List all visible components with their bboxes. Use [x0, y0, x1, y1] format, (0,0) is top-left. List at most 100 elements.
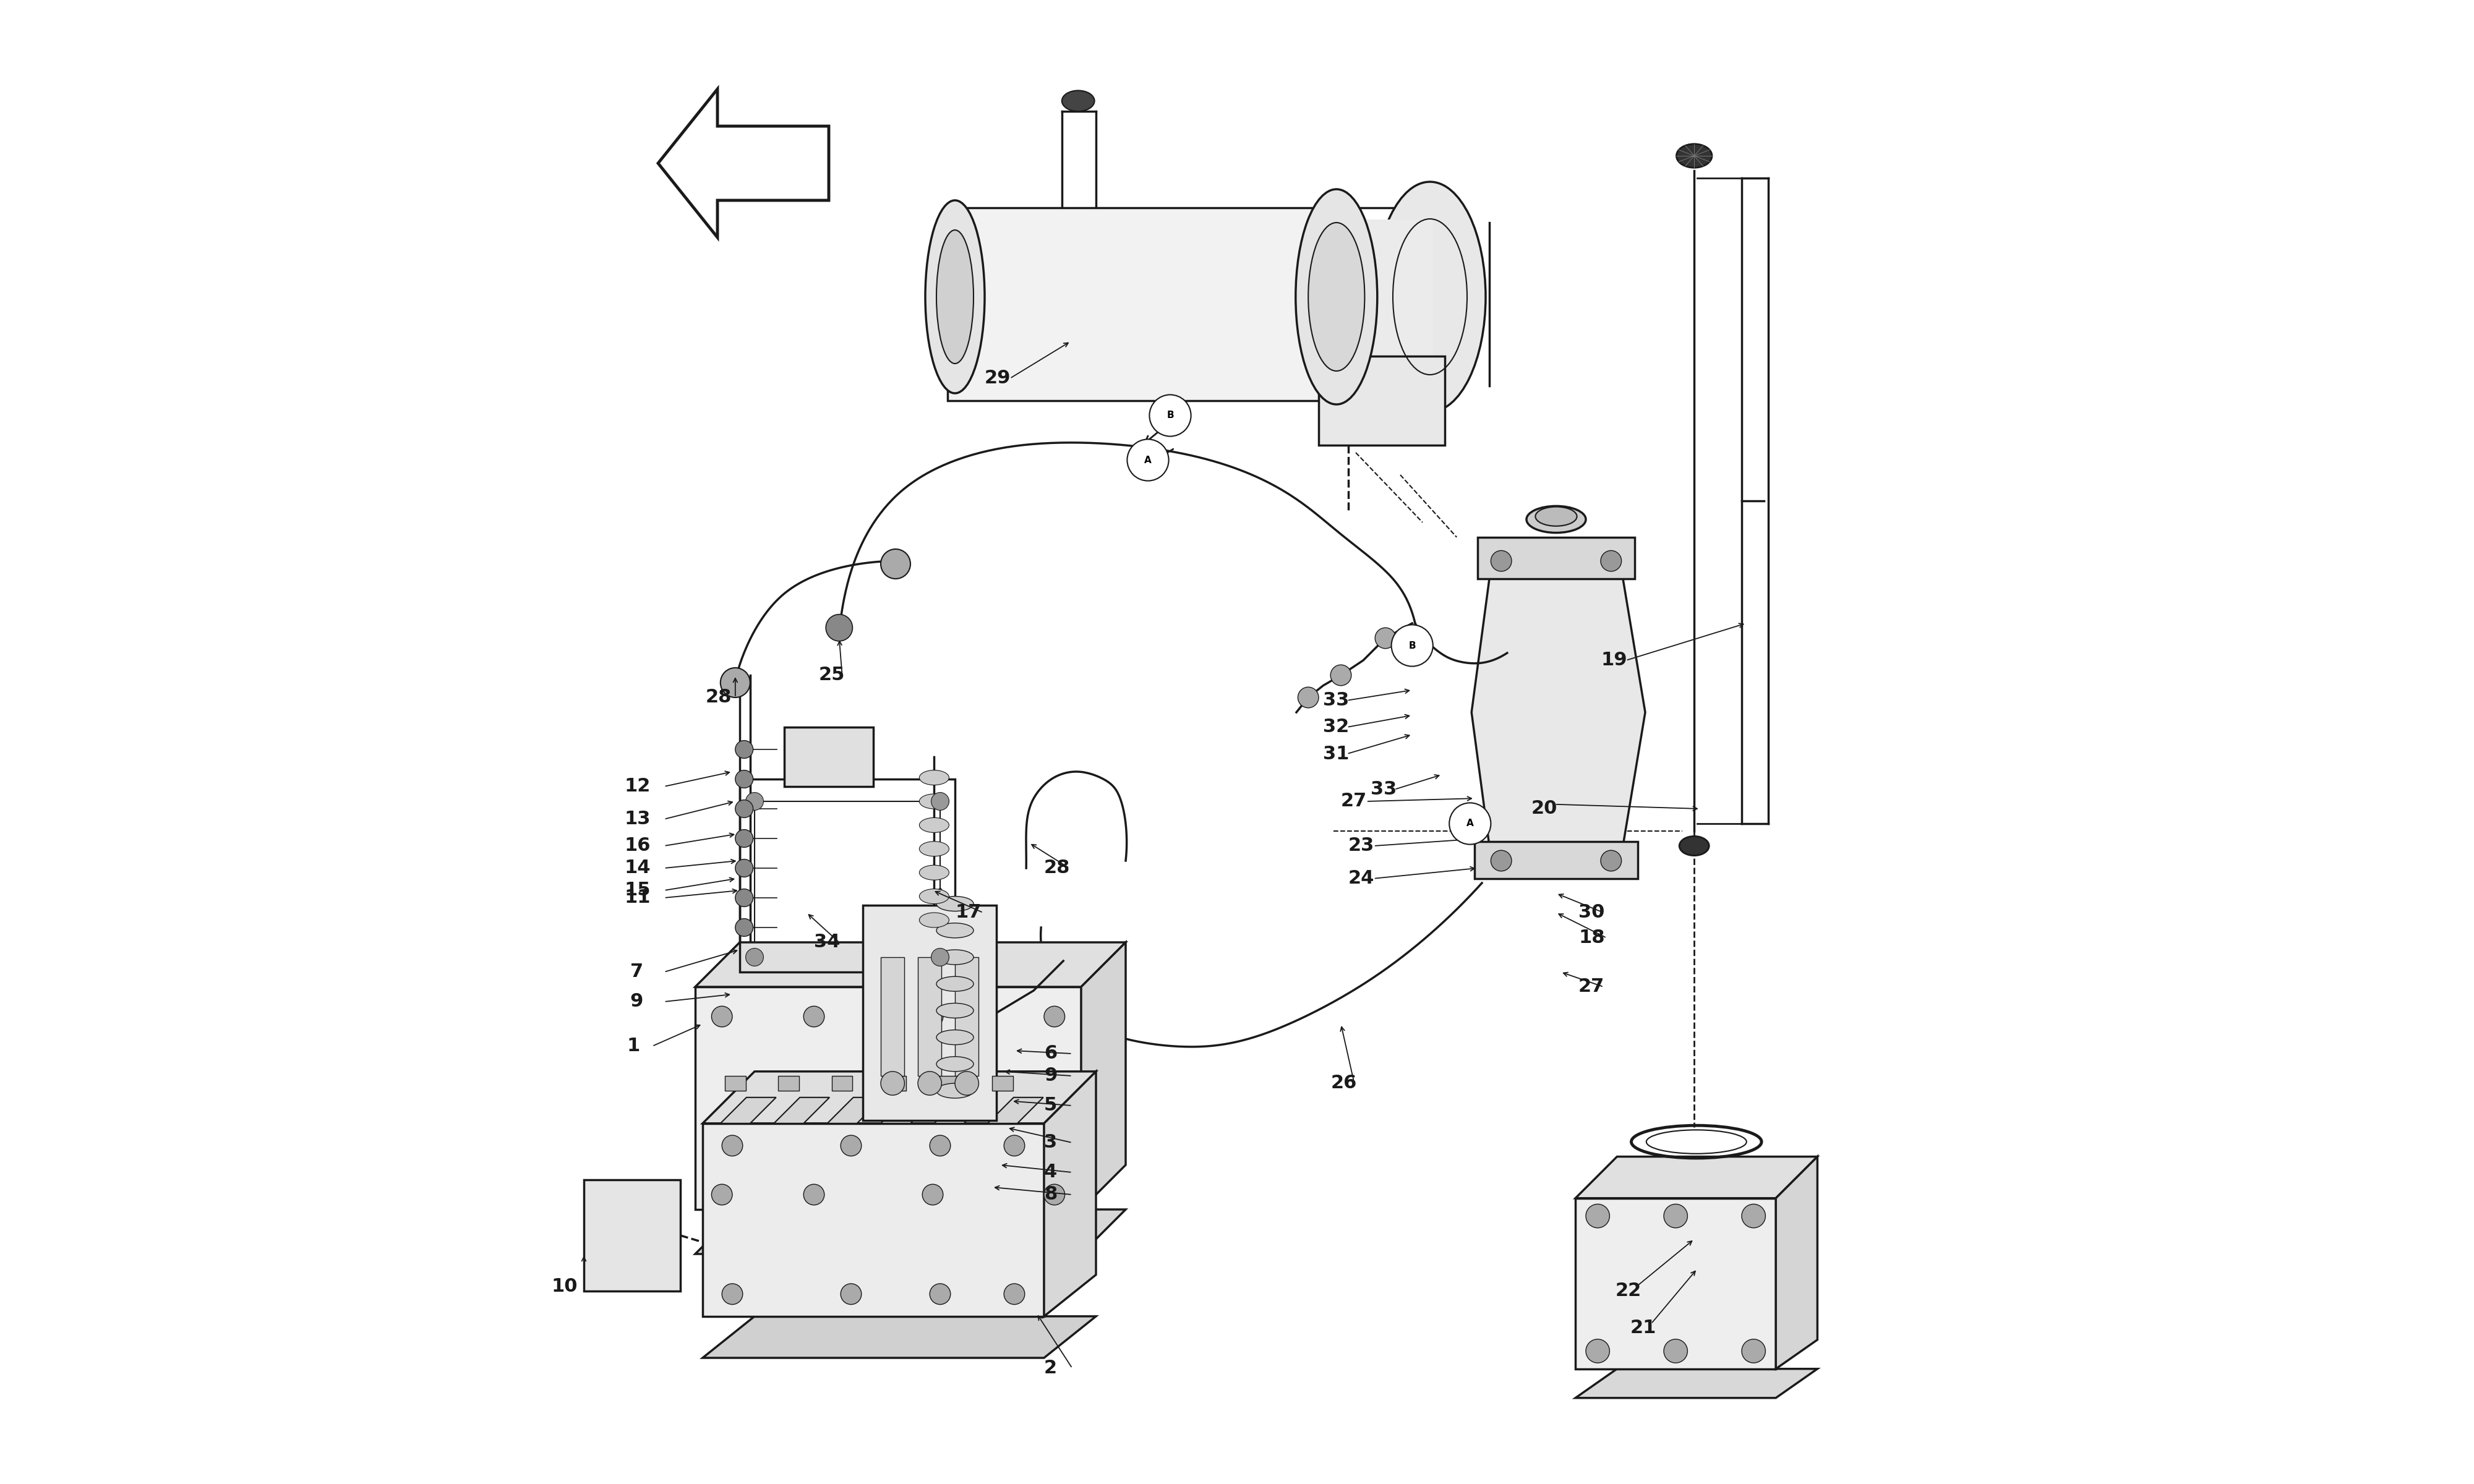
- Polygon shape: [703, 1123, 1044, 1316]
- Circle shape: [713, 1006, 732, 1027]
- Circle shape: [930, 1284, 950, 1304]
- Polygon shape: [1576, 1156, 1818, 1198]
- Circle shape: [1390, 625, 1432, 666]
- Circle shape: [1492, 551, 1512, 571]
- Circle shape: [1663, 1204, 1687, 1227]
- Ellipse shape: [1309, 223, 1366, 371]
- Ellipse shape: [935, 1057, 975, 1071]
- Bar: [755, 801, 940, 942]
- Ellipse shape: [920, 794, 950, 809]
- Circle shape: [735, 770, 752, 788]
- Text: 16: 16: [623, 837, 651, 855]
- Bar: [881, 957, 905, 1076]
- Polygon shape: [1576, 1368, 1818, 1398]
- Polygon shape: [826, 1098, 883, 1123]
- Circle shape: [1586, 1339, 1611, 1362]
- Bar: [831, 1076, 854, 1091]
- Circle shape: [722, 1135, 742, 1156]
- Circle shape: [735, 859, 752, 877]
- Circle shape: [1331, 665, 1351, 686]
- Text: 28: 28: [1044, 859, 1071, 877]
- Ellipse shape: [935, 1030, 975, 1045]
- Ellipse shape: [920, 818, 950, 833]
- Text: 18: 18: [1578, 929, 1606, 947]
- Bar: [584, 1180, 680, 1291]
- Ellipse shape: [920, 889, 950, 904]
- Polygon shape: [703, 1071, 1096, 1123]
- Ellipse shape: [1526, 506, 1586, 533]
- Polygon shape: [695, 1209, 1126, 1254]
- Polygon shape: [720, 1098, 777, 1123]
- Circle shape: [745, 792, 764, 810]
- Circle shape: [735, 889, 752, 907]
- Text: 10: 10: [552, 1278, 576, 1296]
- Text: 22: 22: [1616, 1282, 1643, 1300]
- Bar: [886, 1076, 905, 1091]
- Circle shape: [1004, 1135, 1024, 1156]
- Text: 5: 5: [1044, 1097, 1056, 1114]
- Text: 7: 7: [631, 963, 643, 981]
- Circle shape: [918, 1071, 943, 1095]
- Bar: [992, 1076, 1012, 1091]
- Ellipse shape: [935, 230, 975, 364]
- Ellipse shape: [1677, 144, 1712, 168]
- Polygon shape: [881, 1098, 935, 1123]
- Text: 8: 8: [1044, 1186, 1056, 1204]
- Text: 26: 26: [1331, 1074, 1356, 1092]
- Text: 15: 15: [623, 881, 651, 899]
- Bar: [1477, 537, 1635, 579]
- Circle shape: [804, 1184, 824, 1205]
- Circle shape: [1004, 1284, 1024, 1304]
- Circle shape: [720, 668, 750, 697]
- Polygon shape: [987, 1098, 1044, 1123]
- Text: 3: 3: [1044, 1134, 1056, 1152]
- Text: 2: 2: [1044, 1359, 1056, 1377]
- Text: 14: 14: [623, 859, 651, 877]
- Text: 34: 34: [814, 933, 841, 951]
- Text: 17: 17: [955, 904, 982, 922]
- Circle shape: [735, 741, 752, 758]
- Circle shape: [930, 1135, 950, 1156]
- Polygon shape: [774, 1098, 829, 1123]
- Polygon shape: [695, 942, 1126, 987]
- Ellipse shape: [935, 1003, 975, 1018]
- Circle shape: [1663, 1339, 1687, 1362]
- Text: 6: 6: [1044, 1045, 1056, 1063]
- Text: 27: 27: [1578, 978, 1606, 996]
- Text: 30: 30: [1578, 904, 1606, 922]
- Text: 11: 11: [623, 889, 651, 907]
- Circle shape: [881, 549, 910, 579]
- Circle shape: [1128, 439, 1168, 481]
- Text: 19: 19: [1601, 651, 1628, 669]
- Text: 20: 20: [1531, 800, 1556, 818]
- Circle shape: [735, 919, 752, 936]
- Text: B: B: [1168, 411, 1173, 420]
- Text: A: A: [1467, 819, 1475, 828]
- Text: 29: 29: [985, 370, 1012, 387]
- Ellipse shape: [1680, 837, 1710, 855]
- Text: 33: 33: [1324, 692, 1348, 709]
- Text: 4: 4: [1044, 1163, 1056, 1181]
- Circle shape: [923, 1184, 943, 1205]
- Ellipse shape: [1296, 188, 1378, 404]
- Ellipse shape: [935, 950, 975, 965]
- Circle shape: [735, 800, 752, 818]
- Bar: [725, 1076, 745, 1091]
- Circle shape: [745, 948, 764, 966]
- Circle shape: [1492, 850, 1512, 871]
- Circle shape: [1601, 551, 1620, 571]
- Ellipse shape: [920, 865, 950, 880]
- Circle shape: [713, 1184, 732, 1205]
- Text: 21: 21: [1630, 1319, 1658, 1337]
- Text: 33: 33: [1371, 781, 1398, 798]
- Circle shape: [735, 830, 752, 847]
- Circle shape: [955, 1071, 980, 1095]
- Ellipse shape: [1061, 91, 1094, 111]
- Ellipse shape: [920, 841, 950, 856]
- Text: 9: 9: [1044, 1067, 1056, 1085]
- Text: 1: 1: [626, 1037, 641, 1055]
- Bar: [1475, 841, 1638, 879]
- Text: 25: 25: [819, 666, 844, 684]
- Circle shape: [722, 1284, 742, 1304]
- Text: 28: 28: [705, 689, 732, 706]
